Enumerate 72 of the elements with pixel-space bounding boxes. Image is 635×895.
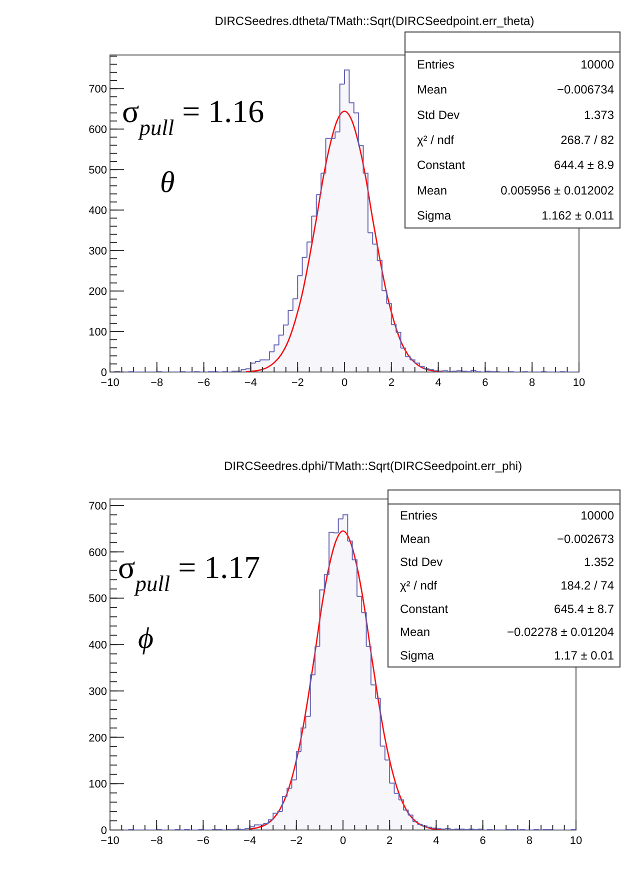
- annotation: 644.4 ± 8.9: [554, 158, 614, 172]
- x-tick-label: −8: [150, 377, 164, 389]
- y-tick-label: 500: [88, 593, 107, 606]
- annotation: 1.162 ± 0.011: [542, 208, 614, 222]
- annotation: 268.7 / 82: [560, 133, 614, 147]
- x-tick-label: 8: [529, 377, 536, 389]
- x-tick-label: 6: [482, 377, 488, 389]
- chart-title: DIRCSeedres.dtheta/TMath::Sqrt(DIRCSeedpoint.err_theta): [214, 14, 534, 28]
- annotation: σ$_{pull}$ = 1.17: [118, 549, 260, 596]
- annotation: ϕ: [138, 622, 154, 655]
- x-tick-label: 4: [435, 377, 442, 389]
- x-tick-label: 6: [480, 835, 486, 847]
- x-tick-label: −6: [196, 835, 210, 847]
- annotation: 184.2 / 74: [560, 578, 614, 592]
- text: 10000: [580, 508, 614, 523]
- x-tick-label: 2: [386, 835, 393, 847]
- annotation: −0.002673: [556, 532, 614, 546]
- x-tick-label: −2: [290, 835, 303, 847]
- y-tick-label: 300: [88, 686, 107, 698]
- y-tick-label: 300: [88, 246, 107, 258]
- y-tick-label: 200: [88, 286, 107, 298]
- annotation: Sigma: [417, 208, 452, 222]
- annotation: −0.006734: [556, 82, 614, 97]
- y-tick-label: 100: [88, 326, 107, 339]
- x-tick-label: 8: [526, 835, 532, 847]
- annotation: 0.005956 ± 0.012002: [500, 183, 614, 198]
- x-tick-label: −8: [150, 835, 163, 847]
- annotation: −0.02278 ± 0.01204: [506, 625, 614, 640]
- text: 10000: [580, 58, 614, 72]
- annotation: Mean: [400, 532, 430, 546]
- annotation: 645.4 ± 8.7: [554, 602, 614, 616]
- y-tick-label: 0: [100, 825, 107, 837]
- text: 1.352: [584, 555, 614, 570]
- x-tick-label: 10: [572, 377, 586, 389]
- chart-title: DIRCSeedres.dphi/TMath::Sqrt(DIRCSeedpoint.err_phi): [224, 459, 522, 473]
- annotation: Std Dev: [400, 555, 443, 570]
- annotation: Constant: [417, 158, 466, 172]
- annotation: Constant: [400, 602, 449, 616]
- annotation: Std Dev: [417, 108, 460, 122]
- annotation: σ$_{pull}$ = 1.16: [122, 93, 264, 140]
- y-tick-label: 100: [88, 778, 107, 791]
- annotation: Mean: [417, 82, 448, 97]
- y-tick-label: 500: [88, 164, 107, 177]
- y-tick-label: 700: [88, 84, 107, 96]
- x-tick-label: −2: [291, 377, 304, 389]
- annotation: χ² / ndf: [417, 133, 455, 147]
- annotation: Mean: [400, 625, 430, 640]
- x-tick-label: 0: [340, 835, 346, 847]
- y-tick-label: 600: [88, 124, 107, 136]
- x-tick-label: 2: [388, 377, 394, 389]
- x-tick-label: 10: [570, 835, 582, 847]
- x-tick-label: −4: [244, 835, 256, 847]
- x-tick-label: −6: [198, 377, 210, 389]
- x-tick-label: −4: [244, 377, 257, 389]
- annotation: Sigma: [400, 648, 434, 662]
- annotation: 1.17 ± 0.01: [554, 648, 614, 662]
- annotation: θ: [160, 166, 175, 199]
- x-tick-label: −10: [100, 835, 120, 847]
- annotation: Mean: [417, 183, 448, 198]
- y-tick-label: 200: [88, 732, 107, 744]
- y-tick-label: 0: [100, 367, 107, 379]
- annotation: Entries: [417, 58, 454, 72]
- y-tick-label: 600: [88, 546, 107, 559]
- text: 1.373: [584, 108, 614, 122]
- annotation: χ² / ndf: [400, 578, 438, 592]
- y-tick-label: 400: [88, 640, 107, 652]
- x-tick-label: 4: [433, 835, 440, 847]
- x-tick-label: 0: [341, 377, 348, 389]
- y-tick-label: 700: [88, 500, 107, 512]
- x-tick-label: −10: [100, 377, 120, 389]
- y-tick-label: 400: [88, 205, 107, 218]
- annotation: Entries: [400, 508, 438, 523]
